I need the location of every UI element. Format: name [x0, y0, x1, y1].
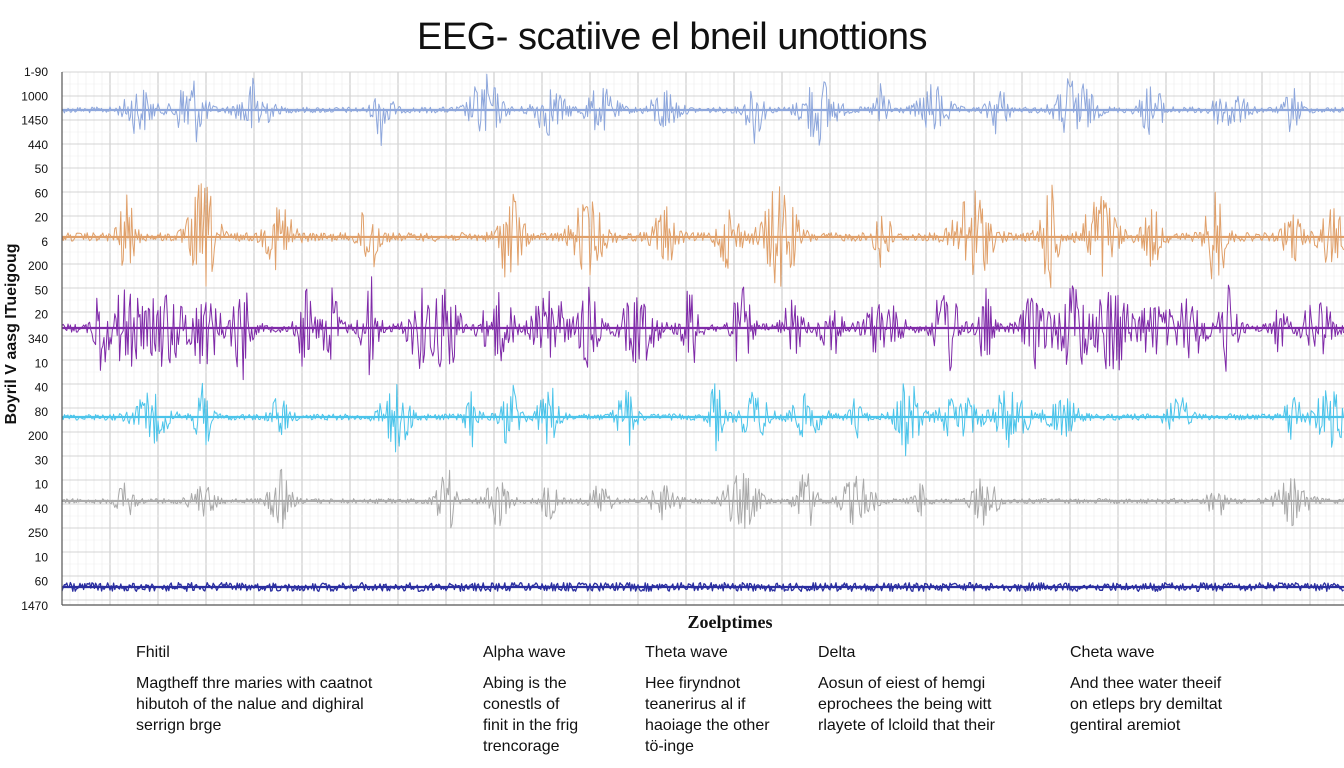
- y-tick-label: 1-90: [24, 65, 48, 79]
- y-tick-label: 200: [28, 259, 48, 273]
- y-tick-label: 60: [35, 575, 49, 589]
- y-tick-label: 50: [35, 162, 49, 176]
- eeg-chart: 1-90 1000 1450 440 50 60 20 6 200 50 20 340 10 40 80 20…: [21, 65, 1344, 610]
- y-ticks: 1-90 1000 1450 440 50 60 20 6 200 50 20 340 10 40 80 20…: [21, 65, 48, 610]
- y-tick-label: 1450: [21, 114, 48, 128]
- eeg-trace-3: [61, 276, 1344, 381]
- y-tick-label: 50: [35, 283, 49, 297]
- x-axis-label: Zoelptimes: [687, 612, 773, 632]
- eeg-traces: [61, 73, 1344, 593]
- y-tick-label: 250: [28, 526, 48, 540]
- y-tick-label: 6: [41, 235, 48, 249]
- legend-label: Theta wave: [645, 644, 728, 661]
- y-tick-label: 10: [35, 356, 49, 370]
- y-tick-label: 80: [35, 405, 49, 419]
- y-tick-label: 20: [35, 211, 49, 225]
- chart-title: EEG- scatiive el bneil unottions: [417, 16, 927, 58]
- legend-label: Cheta wave: [1070, 644, 1155, 661]
- y-tick-label: 440: [28, 138, 48, 152]
- legend-item-cheta-wave: Cheta wave And thee water theeif on etle…: [1070, 642, 1300, 736]
- y-tick-label: 20: [35, 308, 49, 322]
- y-tick-label: 30: [35, 453, 49, 467]
- y-tick-label: 1000: [21, 89, 48, 103]
- legend-description: Magtheff thre maries with caatnot hibuto…: [136, 675, 373, 734]
- legend-description: Abing is the conestls of finit in the fr…: [483, 675, 579, 755]
- legend-item-fhitil: Fhitil Magtheff thre maries with caatnot…: [136, 642, 436, 736]
- grid: [61, 71, 1344, 605]
- y-tick-label: 1470: [21, 599, 48, 610]
- y-tick-label: 10: [35, 478, 49, 492]
- y-tick-label: 40: [35, 381, 49, 395]
- y-tick-label: 10: [35, 550, 49, 564]
- y-tick-label: 40: [35, 502, 49, 516]
- legend-item-theta-wave: Theta wave Hee firyndnot teanerirus al i…: [645, 642, 805, 757]
- eeg-trace-6: [61, 581, 1344, 593]
- y-tick-label: 200: [28, 429, 48, 443]
- legend-description: Hee firyndnot teanerirus al if haoiage t…: [645, 675, 770, 755]
- legend-item-alpha-wave: Alpha wave Abing is the conestls of fini…: [483, 642, 633, 757]
- legend-label: Fhitil: [136, 644, 170, 661]
- legend-label: Alpha wave: [483, 644, 566, 661]
- y-tick-label: 340: [28, 332, 48, 346]
- legend-item-delta: Delta Aosun of eiest of hemgi eprochees …: [818, 642, 1048, 736]
- legend-description: Aosun of eiest of hemgi eprochees the be…: [818, 675, 995, 734]
- legend-description: And thee water theeif on etleps bry demi…: [1070, 675, 1223, 734]
- legend-label: Delta: [818, 644, 856, 661]
- y-tick-label: 60: [35, 186, 49, 200]
